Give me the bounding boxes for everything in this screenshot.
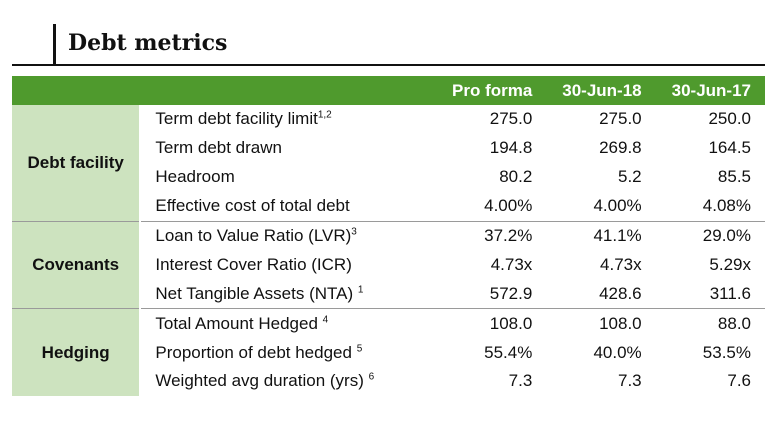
- value-cell: 4.73x: [600, 254, 642, 274]
- value-cell: 275.0: [489, 109, 533, 129]
- column-header: 30-Jun-18: [546, 76, 656, 105]
- row-label-cell: Interest Cover Ratio (ICR): [140, 250, 432, 279]
- footnote-marker: 1: [357, 284, 364, 296]
- title-accent-bar: [53, 24, 56, 66]
- value-cell: 572.9: [489, 283, 533, 303]
- table-row: Covenants Loan to Value Ratio (LVR)3 37.2%…: [12, 220, 765, 309]
- row-label: Interest Cover Ratio (ICR): [155, 254, 352, 274]
- header-blank-label: [140, 76, 433, 105]
- table-row: Hedging Total Amount Hedged 4 108.0 108.0 88…: [12, 308, 765, 396]
- title-rule: [12, 64, 765, 66]
- value-cell: 55.4%: [484, 342, 533, 362]
- value-cell: 194.8: [489, 138, 533, 158]
- value-cell: 269.8: [599, 138, 642, 158]
- row-label: Proportion of debt hedged: [155, 342, 357, 362]
- value-cell: 7.3: [618, 371, 642, 391]
- row-label: Effective cost of total debt: [155, 196, 350, 216]
- table-row: Interest Cover Ratio (ICR) 4.73x 4.73x 5.29…: [12, 250, 765, 279]
- footnote-marker: 1,2: [317, 109, 332, 121]
- value-cell: 88.0: [655, 308, 765, 339]
- group-label: Debt facility: [12, 105, 142, 222]
- value-cell: 85.5: [717, 167, 751, 187]
- row-label: Net Tangible Assets (NTA): [155, 283, 358, 303]
- row-label: Term debt facility limit: [155, 109, 318, 129]
- table-body: Debt facility Term debt facility limit1,2…: [12, 105, 765, 396]
- value-cell: 5.29x: [709, 254, 751, 274]
- table-row: Effective cost of total debt 4.00% 4.00% 4.…: [12, 192, 765, 221]
- value-cell: 311.6: [709, 283, 751, 303]
- value-cell: 5.2: [618, 167, 642, 187]
- row-label: Headroom: [155, 167, 235, 187]
- value-cell: 53.5%: [702, 342, 751, 362]
- row-label-cell: Proportion of debt hedged 5: [140, 338, 432, 367]
- row-label-cell: Term debt facility limit1,2: [140, 105, 432, 134]
- value-cell: 108.0: [546, 308, 656, 339]
- value-cell: 29.0%: [655, 220, 765, 251]
- row-label-cell: Weighted avg duration (yrs) 6: [140, 367, 432, 396]
- group-label: Hedging: [12, 308, 142, 396]
- row-label-cell: Net Tangible Assets (NTA) 1: [140, 279, 432, 308]
- row-label: Loan to Value Ratio (LVR): [155, 226, 352, 245]
- value-cell: 164.5: [708, 138, 751, 158]
- row-label-cell: Total Amount Hedged 4: [140, 308, 433, 339]
- footnote-marker: 6: [368, 371, 375, 383]
- table-row: Proportion of debt hedged 5 55.4% 40.0% 53.…: [12, 338, 765, 367]
- table-row: Headroom 80.2 5.2 85.5: [12, 163, 765, 192]
- column-header: Pro forma: [432, 76, 547, 105]
- row-label-cell: Headroom: [140, 163, 432, 192]
- group-label: Covenants: [12, 220, 142, 309]
- value-cell: 37.2%: [432, 220, 547, 251]
- value-cell: 7.3: [508, 371, 533, 391]
- table-row: Weighted avg duration (yrs) 6 7.3 7.3 7.6: [12, 367, 765, 396]
- value-cell: 4.00%: [484, 196, 533, 216]
- row-label-cell: Term debt drawn: [140, 134, 432, 163]
- value-cell: 4.73x: [490, 254, 533, 274]
- footnote-marker: 5: [356, 342, 363, 354]
- value-cell: 428.6: [599, 283, 642, 303]
- row-label-cell: Effective cost of total debt: [140, 192, 432, 221]
- table-row: Term debt drawn 194.8 269.8 164.5: [12, 134, 765, 163]
- table-row: Net Tangible Assets (NTA) 1 572.9 428.6 311…: [12, 279, 765, 308]
- row-label: Weighted avg duration (yrs): [155, 371, 369, 391]
- row-label-cell: Loan to Value Ratio (LVR)3: [140, 220, 433, 251]
- row-label: Term debt drawn: [155, 138, 282, 158]
- value-cell: 108.0: [432, 308, 547, 339]
- value-cell: 4.08%: [702, 196, 751, 216]
- header-row: Pro forma 30-Jun-18 30-Jun-17: [12, 76, 765, 105]
- row-label: Total Amount Hedged: [155, 313, 323, 333]
- page-title: Debt metrics: [68, 30, 228, 56]
- value-cell: 7.6: [727, 371, 751, 391]
- footnote-marker: 3: [351, 226, 357, 238]
- value-cell: 41.1%: [546, 220, 656, 251]
- value-cell: 4.00%: [593, 196, 642, 216]
- table-row: Debt facility Term debt facility limit1,2…: [12, 105, 765, 222]
- value-cell: 40.0%: [593, 342, 642, 362]
- debt-metrics-table: Pro forma 30-Jun-18 30-Jun-17 Debt facil…: [12, 76, 765, 396]
- value-cell: 80.2: [499, 167, 533, 187]
- value-cell: 275.0: [599, 109, 642, 129]
- footnote-marker: 4: [322, 314, 329, 326]
- header-blank-group: [12, 76, 141, 105]
- column-header: 30-Jun-17: [655, 76, 765, 105]
- value-cell: 250.0: [708, 109, 751, 129]
